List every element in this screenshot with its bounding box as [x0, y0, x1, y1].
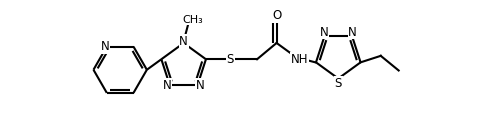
- Text: S: S: [227, 53, 234, 66]
- Text: CH₃: CH₃: [182, 15, 203, 25]
- Text: N: N: [163, 79, 172, 92]
- Text: N: N: [179, 35, 188, 48]
- Text: N: N: [348, 26, 357, 39]
- Text: N: N: [320, 26, 328, 39]
- Text: NH: NH: [291, 53, 308, 66]
- Text: N: N: [195, 79, 204, 92]
- Text: N: N: [101, 40, 109, 53]
- Text: S: S: [334, 77, 342, 90]
- Text: O: O: [272, 9, 281, 22]
